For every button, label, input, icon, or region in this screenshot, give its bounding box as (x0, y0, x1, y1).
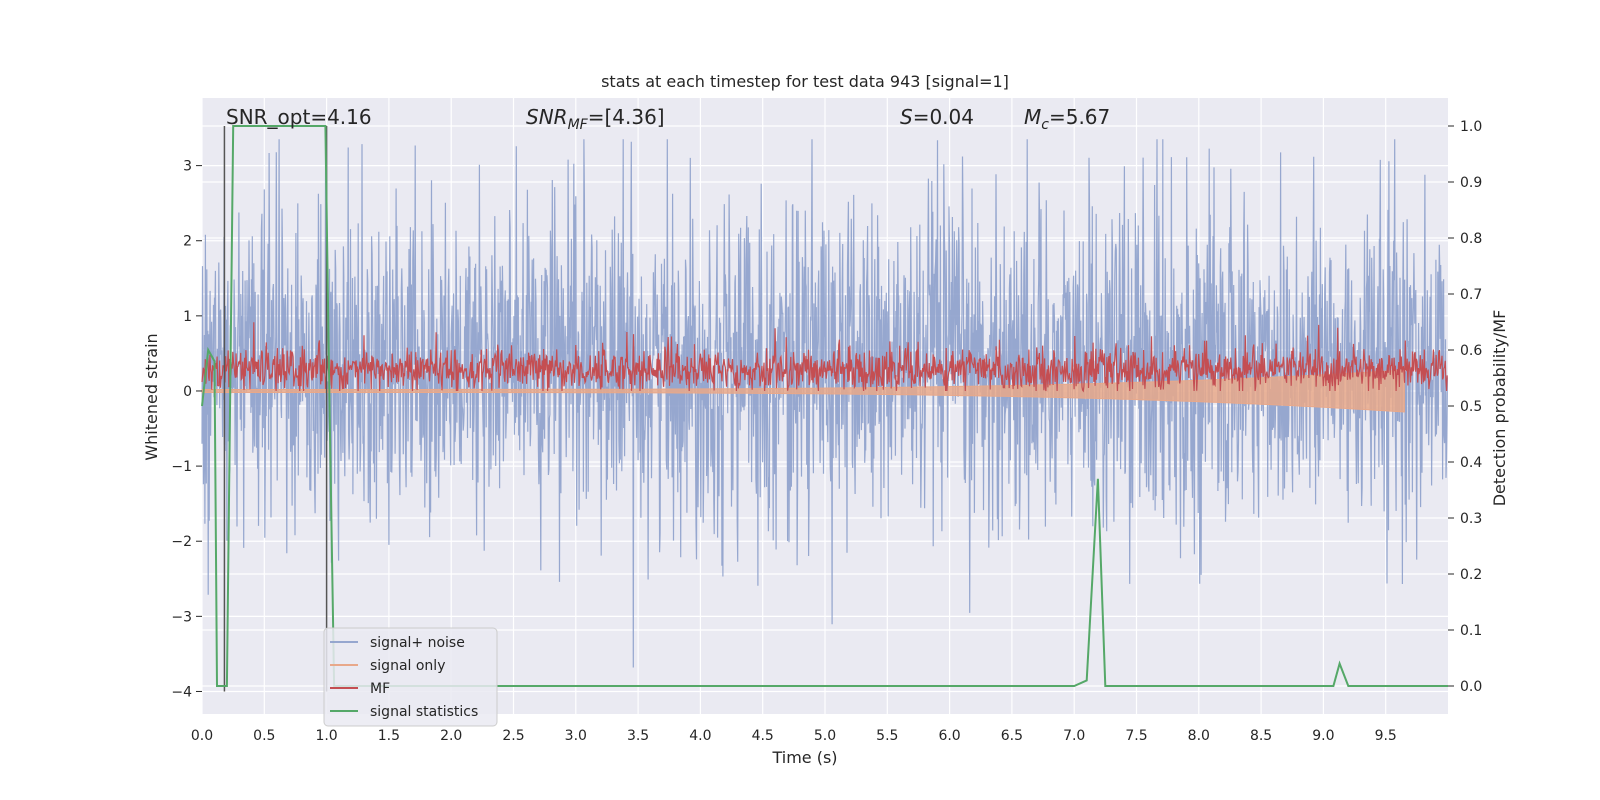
x-tick-label: 8.0 (1188, 728, 1210, 744)
x-tick-label: 5.5 (876, 728, 898, 744)
legend-label: MF (370, 681, 390, 697)
y-tick-label-right: 0.9 (1460, 175, 1482, 191)
annotation-snr-mf-value: =[4.36] (588, 105, 665, 129)
x-tick-label: 1.5 (378, 728, 400, 744)
y-tick-label-right: 0.5 (1460, 399, 1482, 415)
y-tick-label-right: 0.8 (1460, 231, 1482, 247)
x-axis-label: Time (s) (771, 748, 837, 767)
y-tick-label-right: 1.0 (1460, 119, 1482, 135)
y-tick-label-right: 0.7 (1460, 287, 1482, 303)
x-tick-label: 6.5 (1001, 728, 1023, 744)
y-axis-right-label: Detection probability/MF (1490, 310, 1509, 507)
annotation-mc: Mc=5.67 (1024, 105, 1110, 133)
x-tick-label: 2.5 (502, 728, 524, 744)
annotation-snr-mf: SNRMF=[4.36] (526, 105, 665, 133)
x-tick-label: 5.0 (814, 728, 836, 744)
y-tick-label-left: 3 (183, 159, 192, 175)
legend-box (323, 627, 498, 727)
annotation-s-symbol: S (900, 105, 913, 129)
x-tick-label: 7.5 (1125, 728, 1147, 744)
x-tick-label: 8.5 (1250, 728, 1272, 744)
y-tick-label-right: 0.3 (1460, 511, 1482, 527)
chart-title: stats at each timestep for test data 943… (601, 72, 1009, 91)
y-axis-left-label: Whitened strain (142, 333, 161, 460)
y-tick-label-left: −2 (171, 534, 192, 550)
legend: signal+ noise signal only MF signal statist… (323, 627, 498, 727)
x-tick-label: 9.0 (1312, 728, 1334, 744)
x-tick-label: 4.0 (689, 728, 711, 744)
legend-label: signal statistics (370, 704, 478, 720)
series-line-signal-only (201, 369, 1405, 413)
y-tick-label-left: −4 (171, 684, 192, 700)
x-tick-label: 6.0 (938, 728, 960, 744)
series-signal-only (201, 369, 1405, 413)
x-tick-label: 1.0 (315, 728, 337, 744)
y-tick-label-left: −3 (171, 609, 192, 625)
annotation-mc-subscript: c (1041, 117, 1049, 133)
y-tick-label-left: 2 (183, 234, 192, 250)
annotation-mc-symbol: M (1024, 105, 1041, 129)
x-axis-ticks: 0.0 0.5 1.0 1.5 2.0 2.5 3.0 3.5 4.0 4.5 5.0 5.5 6.0 6… (191, 728, 1397, 744)
series-signal-statistics (201, 125, 1448, 687)
y-axis-right-ticks: 1.0 0.9 0.8 0.7 0.6 0.5 0.4 0.3 0.2 0.1 0.0 (1448, 119, 1482, 695)
y-tick-label-left: 1 (183, 309, 192, 325)
annotation-snr-mf-symbol: SNR (526, 105, 568, 129)
annotation-snr-mf-subscript: MF (568, 117, 589, 133)
x-tick-label: 0.0 (191, 728, 213, 744)
x-tick-label: 3.5 (627, 728, 649, 744)
x-tick-label: 9.5 (1375, 728, 1397, 744)
y-axis-left-ticks: 3 2 1 0 −1 −2 −3 −4 (171, 159, 202, 700)
y-tick-label-right: 0.4 (1460, 455, 1482, 471)
annotation-snr-opt: SNR_opt=4.16 (226, 105, 372, 129)
series-line-signal-statistics (201, 125, 1448, 687)
x-tick-label: 7.0 (1063, 728, 1085, 744)
series-line-mf (201, 322, 1448, 393)
annotation-s-value: =0.04 (913, 105, 974, 129)
y-tick-label-right: 0.1 (1460, 623, 1482, 639)
y-tick-label-right: 0.0 (1460, 679, 1482, 695)
y-tick-label-right: 0.2 (1460, 567, 1482, 583)
x-tick-label: 2.0 (440, 728, 462, 744)
x-tick-label: 3.0 (565, 728, 587, 744)
y-tick-label-left: −1 (171, 459, 192, 475)
annotation-mc-value: =5.67 (1049, 105, 1110, 129)
annotation-s: S=0.04 (900, 105, 974, 129)
y-tick-label-right: 0.6 (1460, 343, 1482, 359)
legend-label: signal only (370, 658, 445, 674)
x-tick-label: 0.5 (253, 728, 275, 744)
y-tick-label-left: 0 (183, 384, 192, 400)
x-tick-label: 4.5 (752, 728, 774, 744)
series-mf (201, 322, 1448, 393)
legend-label: signal+ noise (370, 635, 465, 651)
